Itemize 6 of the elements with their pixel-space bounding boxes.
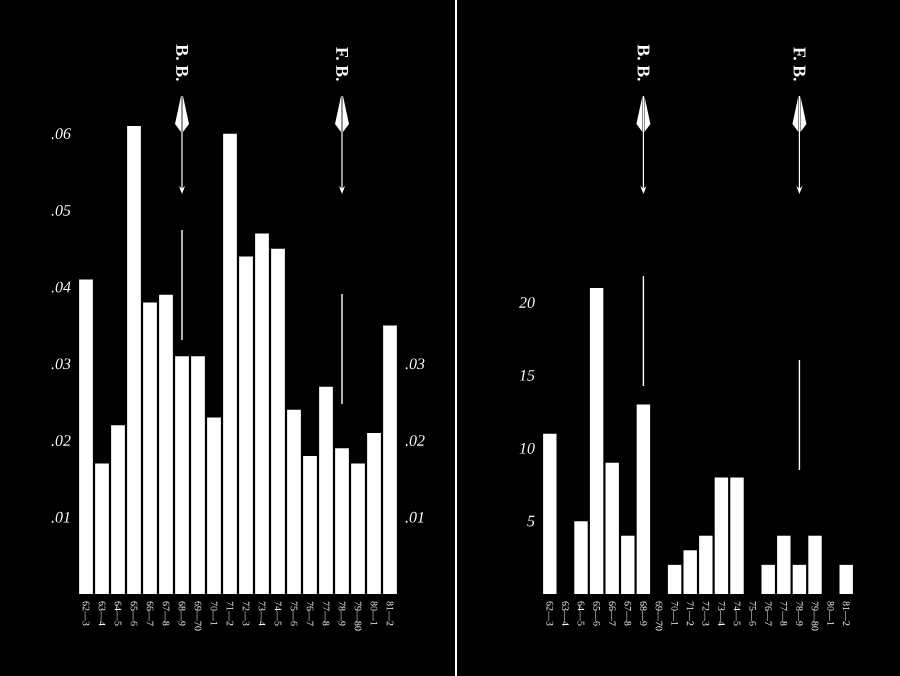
- bar: [543, 433, 557, 594]
- text: F. B.: [793, 47, 806, 81]
- text: B. B.: [637, 44, 650, 81]
- bar: [839, 564, 853, 594]
- text: B. B.: [176, 44, 189, 81]
- text: F. B.: [336, 47, 349, 81]
